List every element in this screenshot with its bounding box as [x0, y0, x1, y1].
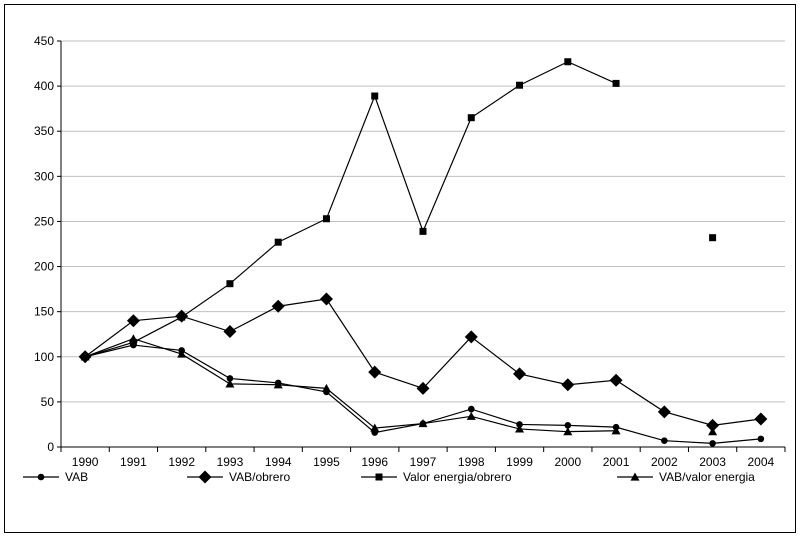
series-line: [84, 338, 617, 433]
y-tick-label: 200: [34, 260, 54, 274]
data-point: [611, 426, 621, 435]
chart-frame: 0 50 100 150 200 250 300 350 400 450 1990 1991 1992 1…: [4, 4, 796, 533]
data-point: [564, 422, 572, 429]
y-tick-label: 350: [34, 124, 54, 138]
data-point: [178, 313, 186, 321]
legend-marker: [630, 472, 640, 481]
data-point: [467, 405, 475, 413]
data-point: [226, 280, 234, 288]
data-point: [368, 365, 382, 379]
x-tick-label: 2001: [603, 455, 630, 469]
y-tick-label: 50: [41, 395, 55, 409]
legend-marker: [375, 473, 383, 481]
data-point: [80, 352, 90, 361]
y-tick-label: 300: [34, 169, 54, 183]
data-point: [757, 435, 765, 443]
data-point: [661, 437, 668, 444]
data-point: [467, 114, 475, 122]
x-tick-label: 1992: [168, 455, 195, 469]
data-point: [322, 215, 330, 223]
legend-marker: [37, 473, 45, 481]
data-point: [416, 381, 430, 395]
x-tick-label: 1990: [72, 455, 99, 469]
y-tick-label: 450: [34, 34, 54, 48]
x-tick-label: 1999: [506, 455, 533, 469]
data-point: [464, 330, 478, 344]
data-point: [563, 427, 573, 436]
y-tick-label: 250: [34, 214, 54, 228]
data-point: [126, 314, 140, 328]
y-tick-label: 150: [34, 305, 54, 319]
y-tick-label: 400: [34, 79, 54, 93]
data-point: [516, 81, 524, 89]
data-point: [657, 405, 671, 419]
x-tick-label: 1996: [361, 455, 388, 469]
data-point: [609, 373, 623, 387]
y-tick-label: 0: [47, 440, 54, 454]
x-tick-label: 2003: [699, 455, 726, 469]
data-point: [271, 299, 285, 313]
series-line: [84, 61, 617, 358]
legend-label: VAB: [65, 470, 88, 484]
series-vab-valor-energia: [80, 334, 718, 436]
legend-label: VAB/obrero: [229, 470, 290, 484]
x-tick-label: 1998: [458, 455, 485, 469]
data-point: [561, 378, 575, 392]
legend-item: Valor energia/obrero: [361, 470, 512, 484]
x-tick-label: 1993: [217, 455, 244, 469]
data-point: [177, 349, 187, 358]
data-point: [706, 418, 720, 432]
data-point: [225, 379, 235, 388]
legend-label: Valor energia/obrero: [403, 470, 512, 484]
data-point: [273, 380, 283, 389]
data-point: [128, 334, 138, 343]
legend-label: VAB/valor energia: [659, 470, 755, 484]
data-point: [418, 419, 428, 428]
data-point: [319, 292, 333, 306]
data-point: [223, 325, 237, 339]
data-point: [226, 375, 234, 382]
data-point: [564, 58, 572, 66]
data-point: [708, 427, 718, 436]
data-point: [515, 424, 525, 433]
data-point: [466, 411, 476, 420]
x-tick-label: 2000: [554, 455, 581, 469]
x-tick-label: 2004: [748, 455, 775, 469]
x-tick-label: 1995: [313, 455, 340, 469]
series-vab-obrero: [78, 292, 768, 432]
data-point: [274, 238, 282, 246]
data-point: [321, 383, 331, 392]
line-chart: 0 50 100 150 200 250 300 350 400 450 1990 1991 1992 1…: [23, 34, 786, 484]
x-tick-label: 1991: [120, 455, 147, 469]
series-line: [84, 298, 761, 426]
data-point: [513, 367, 527, 381]
x-tick-label: 1997: [410, 455, 437, 469]
data-point: [516, 421, 523, 428]
data-point: [709, 440, 716, 447]
legend-item: VAB/valor energia: [617, 470, 755, 484]
y-tick-label: 100: [34, 350, 54, 364]
data-point: [754, 412, 768, 426]
data-point: [709, 234, 717, 242]
data-point: [612, 79, 620, 87]
data-point: [370, 423, 380, 432]
x-tick-label: 1994: [265, 455, 292, 469]
data-point: [371, 92, 379, 100]
data-point: [129, 338, 137, 346]
legend-item: VAB/obrero: [187, 470, 290, 484]
legend-item: VAB: [23, 470, 88, 484]
legend-marker: [198, 470, 212, 484]
data-point: [419, 227, 427, 235]
x-tick-label: 2002: [651, 455, 678, 469]
